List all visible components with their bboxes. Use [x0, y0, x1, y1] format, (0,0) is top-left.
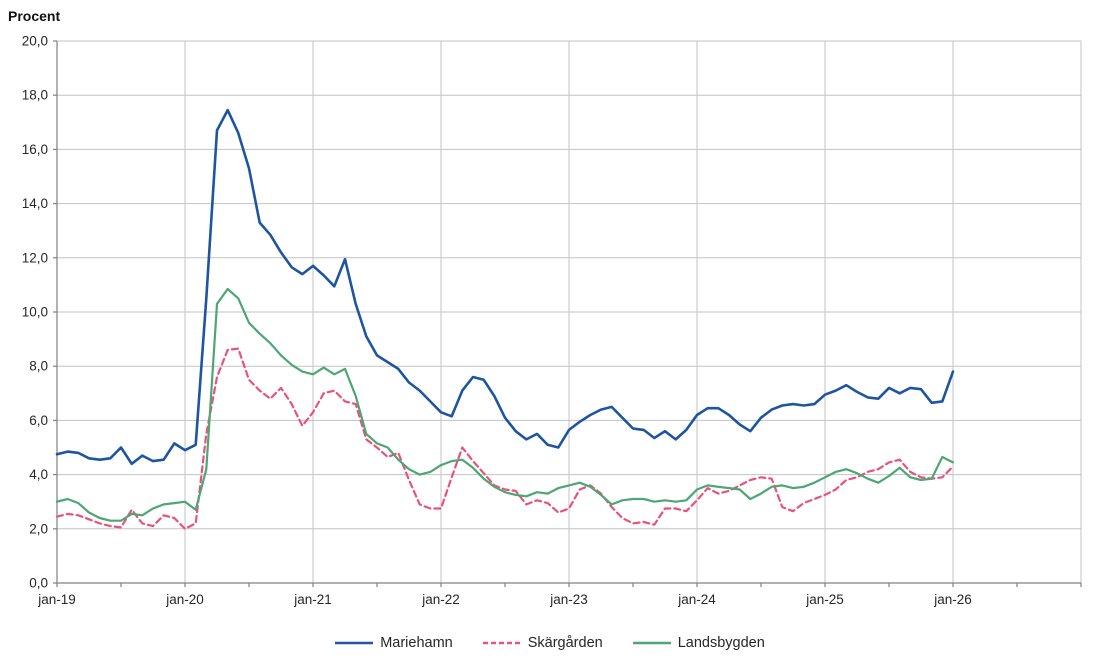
legend-item-skrgrden: Skärgården — [482, 635, 603, 651]
legend-item-landsbygden: Landsbygden — [632, 635, 765, 651]
x-axis-tick-label: jan-19 — [37, 592, 76, 607]
y-axis-tick-label: 12,0 — [22, 250, 48, 265]
y-axis-tick-label: 0,0 — [29, 576, 48, 591]
y-axis-tick-label: 20,0 — [22, 34, 48, 49]
y-axis-tick-label: 4,0 — [29, 467, 48, 482]
legend-swatch-line-icon — [335, 641, 374, 645]
series-line-mariehamn — [55, 108, 955, 466]
x-axis-tick-label: jan-23 — [549, 592, 588, 607]
y-axis-title: Procent — [8, 8, 61, 24]
legend: Mariehamn Skärgården Landsbygden — [0, 635, 1100, 651]
x-axis-tick-label: jan-20 — [165, 592, 204, 607]
legend-swatch-line-icon — [632, 641, 671, 645]
x-axis-tick-label: jan-25 — [805, 592, 844, 607]
y-axis-tick-label: 2,0 — [29, 521, 48, 536]
x-axis-tick-label: jan-26 — [933, 592, 972, 607]
y-axis-tick-label: 14,0 — [22, 196, 48, 211]
series-line-landsbygden — [55, 287, 955, 522]
x-axis-tick-label: jan-21 — [293, 592, 332, 607]
y-axis-tick-label: 8,0 — [29, 359, 48, 374]
x-axis-tick-label: jan-24 — [677, 592, 716, 607]
legend-label: Skärgården — [527, 635, 603, 651]
y-axis-tick-label: 18,0 — [22, 88, 48, 103]
legend-swatch-line-icon — [482, 641, 521, 645]
legend-item-mariehamn: Mariehamn — [335, 635, 453, 651]
series-line-skrgrden — [55, 347, 955, 530]
y-axis-tick-label: 10,0 — [22, 305, 48, 320]
legend-label: Mariehamn — [380, 635, 453, 651]
legend-label: Landsbygden — [677, 635, 765, 651]
y-axis-tick-label: 6,0 — [29, 413, 48, 428]
y-axis-tick-label: 16,0 — [22, 142, 48, 157]
x-axis-tick-label: jan-22 — [421, 592, 460, 607]
